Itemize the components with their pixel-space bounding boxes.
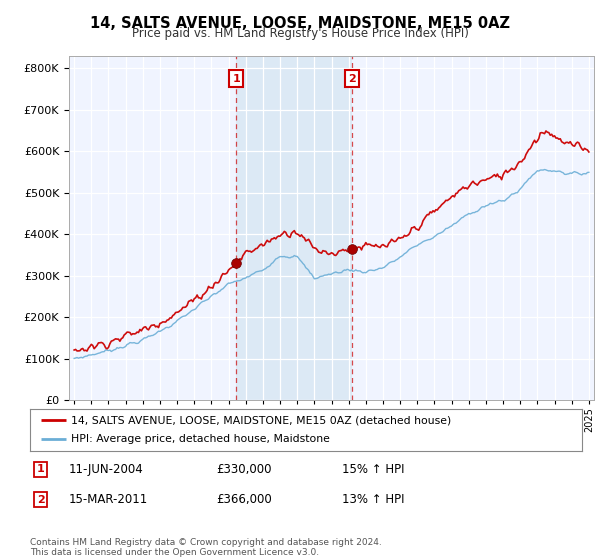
Text: HPI: Average price, detached house, Maidstone: HPI: Average price, detached house, Maid… <box>71 435 330 445</box>
Text: 2: 2 <box>349 74 356 84</box>
Bar <box>236 56 352 400</box>
Text: 13% ↑ HPI: 13% ↑ HPI <box>342 493 404 506</box>
Text: 1: 1 <box>232 74 240 84</box>
Text: Contains HM Land Registry data © Crown copyright and database right 2024.
This d: Contains HM Land Registry data © Crown c… <box>30 538 382 557</box>
Text: £330,000: £330,000 <box>216 463 271 476</box>
Text: 11-JUN-2004: 11-JUN-2004 <box>69 463 144 476</box>
Text: 15-MAR-2011: 15-MAR-2011 <box>69 493 148 506</box>
Text: 14, SALTS AVENUE, LOOSE, MAIDSTONE, ME15 0AZ (detached house): 14, SALTS AVENUE, LOOSE, MAIDSTONE, ME15… <box>71 415 452 425</box>
Text: £366,000: £366,000 <box>216 493 272 506</box>
Text: 14, SALTS AVENUE, LOOSE, MAIDSTONE, ME15 0AZ: 14, SALTS AVENUE, LOOSE, MAIDSTONE, ME15… <box>90 16 510 31</box>
Text: 15% ↑ HPI: 15% ↑ HPI <box>342 463 404 476</box>
Text: 1: 1 <box>37 464 44 474</box>
Text: 2: 2 <box>37 494 44 505</box>
Text: Price paid vs. HM Land Registry's House Price Index (HPI): Price paid vs. HM Land Registry's House … <box>131 27 469 40</box>
